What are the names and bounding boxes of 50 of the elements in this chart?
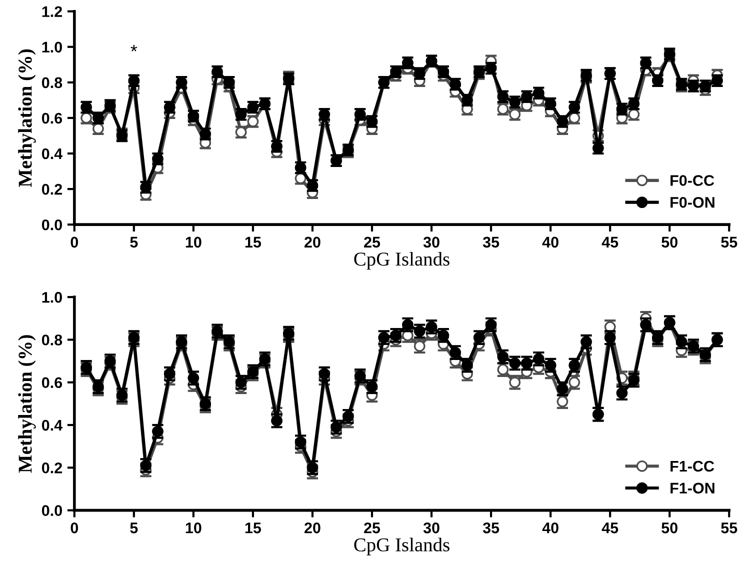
x-tick-label: 30 bbox=[423, 236, 440, 248]
y-tick-label: 1.2 bbox=[42, 6, 62, 17]
y-tick-label: 0.6 bbox=[42, 112, 62, 124]
legend-label: F1-CC bbox=[670, 460, 714, 472]
x-tick-label: 20 bbox=[304, 522, 320, 534]
x-tick-label: 10 bbox=[186, 522, 202, 534]
x-tick-label: 30 bbox=[423, 522, 440, 534]
y-tick-label: 1.0 bbox=[42, 292, 62, 303]
x-tick-label: 50 bbox=[662, 522, 678, 534]
y-axis-title: Methylation (%) bbox=[18, 335, 36, 473]
x-tick-label: 10 bbox=[186, 236, 202, 248]
point bbox=[462, 94, 473, 106]
y-tick-label: 0.6 bbox=[42, 377, 62, 388]
x-tick-label: 25 bbox=[364, 236, 380, 248]
x-tick-label: 45 bbox=[602, 236, 618, 248]
x-tick-label: 35 bbox=[482, 236, 500, 248]
x-tick-label: 5 bbox=[130, 236, 138, 248]
legend-label: F0-CC bbox=[670, 175, 714, 186]
x-tick-label: 55 bbox=[721, 236, 738, 248]
y-tick-label: 1.0 bbox=[42, 42, 62, 53]
y-tick-label: 0.4 bbox=[42, 148, 63, 160]
x-tick-label: 15 bbox=[245, 236, 262, 248]
x-tick-label: 40 bbox=[542, 236, 558, 248]
x-tick-label: 25 bbox=[364, 522, 380, 534]
x-tick-label: 40 bbox=[542, 522, 558, 534]
legend-label: F1-ON bbox=[670, 482, 714, 494]
point bbox=[92, 380, 104, 392]
x-axis-title: CpG Islands bbox=[354, 538, 450, 556]
y-tick-label: 0.0 bbox=[42, 219, 62, 230]
annotation: * bbox=[130, 45, 138, 52]
y-tick-label: 0.4 bbox=[42, 420, 63, 431]
x-tick-label: 0 bbox=[70, 236, 78, 248]
x-tick-label: 50 bbox=[662, 236, 678, 248]
y-tick-label: 0.8 bbox=[42, 334, 62, 346]
x-tick-label: 45 bbox=[602, 522, 618, 534]
x-tick-label: 55 bbox=[721, 522, 738, 534]
x-tick-label: 15 bbox=[245, 522, 262, 534]
x-tick-label: 0 bbox=[70, 522, 78, 534]
point bbox=[176, 76, 188, 88]
y-axis-title: Methylation (%) bbox=[18, 49, 36, 188]
point bbox=[509, 96, 521, 108]
x-tick-label: 20 bbox=[304, 236, 320, 248]
x-axis-title: CpG Islands bbox=[354, 252, 450, 270]
y-tick-label: 0.0 bbox=[42, 505, 62, 516]
y-tick-label: 0.2 bbox=[42, 462, 62, 474]
x-tick-label: 35 bbox=[482, 522, 500, 534]
x-tick-label: 5 bbox=[130, 522, 138, 534]
y-tick-label: 0.8 bbox=[42, 77, 62, 88]
y-tick-label: 0.2 bbox=[42, 184, 62, 195]
legend-label: F0-ON bbox=[670, 196, 714, 208]
